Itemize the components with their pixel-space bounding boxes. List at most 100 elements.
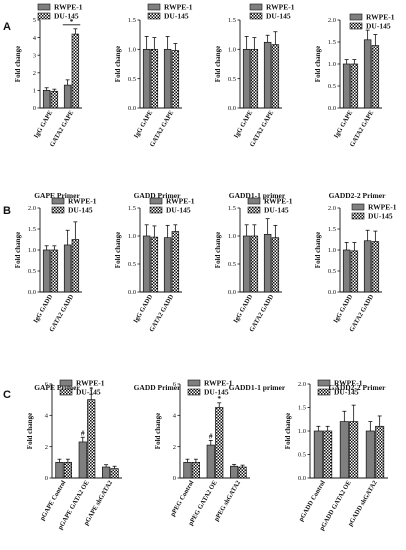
bar: [183, 461, 192, 479]
y-tick-label: 5: [33, 17, 36, 24]
legend-label: RWPE-1: [366, 13, 395, 22]
y-tick-label: 0: [45, 475, 48, 482]
legend-label: RWPE-1: [68, 197, 97, 206]
y-axis-title: Fold change: [26, 413, 34, 449]
category-label: pPEG shGATA2: [213, 480, 242, 523]
bar: [171, 231, 180, 293]
legend-label: RWPE-1: [204, 379, 233, 388]
bar: [263, 41, 272, 109]
chart-panel: 0.0 0.5 1.0 1.5 2.0 Fold change pGADD Control p…: [284, 379, 388, 532]
bar: [191, 461, 200, 479]
legend-swatch: [247, 197, 261, 205]
legend-label: DU-145: [334, 388, 359, 397]
legend-swatch: [149, 197, 163, 205]
y-axis-title: Fold change: [284, 413, 292, 449]
bar: [63, 244, 72, 293]
legend-swatch: [317, 379, 331, 387]
y-tick-label: 1.5: [298, 405, 306, 412]
bar: [42, 90, 51, 109]
bar: [271, 237, 280, 293]
category-label: IgG GADD: [32, 293, 54, 324]
y-tick-label: 0.0: [228, 105, 236, 112]
bar: [342, 63, 351, 109]
panel-letter-b: B: [3, 205, 11, 217]
legend-swatch: [349, 13, 363, 21]
y-tick-label: 1.0: [128, 47, 136, 54]
legend-label: RWPE-1: [368, 203, 397, 212]
bar: [363, 240, 372, 293]
bar: [263, 233, 272, 293]
legend-label: DU-145: [164, 12, 189, 21]
bar: [323, 430, 333, 479]
y-tick-label: 0.5: [328, 83, 336, 90]
y-tick-label: 0.0: [328, 105, 336, 112]
y-tick-label: 1.0: [128, 233, 136, 240]
y-tick-label: 0.0: [128, 289, 136, 296]
primer-title: GADD1-1 primer: [229, 383, 286, 392]
bar: [171, 50, 180, 109]
y-axis-title: Fold change: [114, 232, 122, 268]
category-label: pGADD Control: [298, 479, 327, 522]
primer-title: GAPE Primer: [34, 383, 80, 392]
legend-swatch: [247, 206, 261, 214]
y-tick-label: 6: [45, 381, 49, 388]
bar: [230, 465, 239, 479]
legend-label: RWPE-1: [334, 379, 363, 388]
legend-swatch: [147, 12, 161, 20]
y-tick-label: 1.5: [328, 39, 336, 46]
y-tick-label: 0.0: [228, 289, 236, 296]
y-tick-label: 0.5: [228, 261, 236, 268]
legend-label: RWPE-1: [164, 3, 193, 12]
bar: [350, 250, 359, 293]
bar: [42, 249, 51, 293]
bar: [102, 466, 111, 479]
bar: [110, 468, 119, 479]
bar: [250, 48, 259, 109]
legend-label: DU-145: [166, 206, 191, 215]
legend-label: DU-145: [264, 206, 289, 215]
legend-label: DU-145: [368, 212, 393, 221]
y-tick-label: 1.5: [28, 226, 36, 233]
y-tick-label: 2.0: [28, 205, 36, 212]
bar: [342, 249, 351, 293]
y-axis-title: Fold change: [114, 46, 122, 82]
legend-swatch: [37, 3, 51, 11]
y-tick-label: 0.5: [298, 452, 306, 459]
significance-mark: *: [70, 17, 74, 26]
y-tick-label: 1.5: [228, 205, 236, 212]
y-tick-label: 0.5: [128, 76, 136, 83]
y-tick-label: 1.0: [228, 47, 236, 54]
bar: [163, 48, 172, 109]
legend-swatch: [59, 388, 73, 396]
y-tick-label: 2: [173, 444, 176, 451]
significance-mark: *: [89, 385, 93, 394]
bar: [71, 239, 80, 293]
legend-label: DU-145: [76, 388, 101, 397]
y-tick-label: 2.0: [298, 381, 306, 388]
bar: [349, 421, 359, 479]
bar: [142, 235, 151, 293]
y-tick-label: 2: [45, 444, 48, 451]
y-tick-label: 1.0: [28, 247, 36, 254]
bar: [375, 425, 385, 479]
y-axis-title: Fold change: [214, 46, 222, 82]
bar: [142, 48, 151, 109]
y-tick-label: 4: [45, 413, 49, 420]
primer-title: GADD Primer: [134, 191, 182, 200]
bar: [50, 249, 59, 293]
bar: [363, 39, 372, 109]
bar: [206, 444, 215, 479]
significance-mark: #: [209, 431, 213, 440]
significance-mark: #: [81, 428, 85, 437]
y-tick-label: 0.0: [298, 475, 306, 482]
panel-letter-c: C: [3, 389, 11, 401]
bar: [365, 430, 375, 479]
legend-swatch: [51, 197, 65, 205]
y-tick-label: 0.0: [28, 289, 36, 296]
bar: [313, 430, 323, 479]
